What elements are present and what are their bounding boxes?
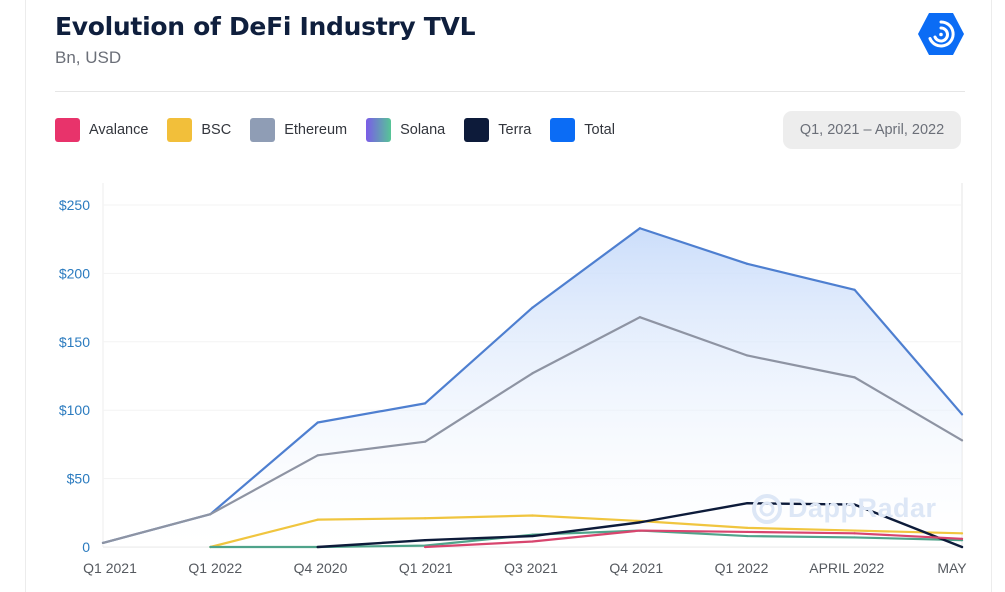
legend-swatch	[250, 118, 276, 142]
y-tick-label: $150	[59, 334, 90, 350]
legend-item-solana[interactable]: Solana	[366, 118, 445, 142]
legend-item-avalanche[interactable]: Avalance	[55, 118, 148, 142]
data-point-ethereum	[424, 440, 427, 443]
data-point-avalance	[424, 545, 427, 549]
data-point-bsc	[853, 529, 856, 532]
data-point-total	[316, 421, 319, 424]
x-tick-label: Q1 2022	[188, 560, 242, 576]
y-tick-label: $200	[59, 265, 90, 281]
data-point-terra	[746, 502, 749, 505]
legend-label: Total	[584, 122, 615, 138]
dappradar-logo-icon[interactable]	[917, 12, 965, 56]
y-tick-label: $100	[59, 402, 90, 418]
data-point-total	[746, 262, 749, 265]
data-point-solana	[209, 545, 212, 549]
x-tick-label: Q1 2022	[715, 560, 769, 576]
x-tick-label: Q1 2021	[83, 560, 137, 576]
x-tick-label: Q4 2021	[609, 560, 663, 576]
x-tick-label: Q1 2021	[399, 560, 453, 576]
legend-swatch	[55, 118, 80, 142]
data-point-terra	[316, 545, 319, 549]
data-point-bsc	[316, 518, 319, 521]
data-point-solana	[853, 536, 856, 539]
y-tick-label: $250	[59, 197, 90, 213]
data-point-avalance	[746, 530, 749, 534]
data-point-ethereum	[746, 354, 749, 357]
legend-swatch	[464, 118, 490, 142]
data-point-ethereum	[101, 541, 105, 544]
header-divider	[55, 91, 965, 92]
legend-swatch	[366, 118, 392, 142]
data-point-bsc	[531, 514, 534, 517]
data-point-ethereum	[209, 513, 212, 516]
data-point-bsc	[746, 526, 749, 529]
watermark: DappRadar	[752, 493, 937, 524]
data-point-terra	[960, 545, 964, 549]
y-tick-label: 0	[82, 539, 90, 555]
data-point-ethereum	[960, 439, 964, 442]
data-point-ethereum	[638, 316, 641, 319]
data-point-total	[424, 402, 427, 405]
watermark-text: DappRadar	[788, 493, 937, 523]
total-area-fill	[103, 228, 962, 548]
data-point-total	[853, 288, 856, 291]
card-border	[991, 0, 992, 592]
chart-title: Evolution of DeFi Industry TVL	[55, 12, 476, 41]
x-tick-label: APRIL 2022	[809, 560, 884, 576]
data-point-terra	[638, 521, 641, 524]
chart-subtitle: Bn, USD	[55, 48, 122, 67]
legend-label: Ethereum	[284, 122, 348, 138]
data-point-total	[960, 413, 964, 416]
data-point-total	[638, 227, 641, 230]
legend-swatch	[167, 118, 193, 142]
x-tick-label: MAY	[937, 560, 967, 576]
legend-label: Avalance	[89, 122, 149, 138]
series-line-avalance	[424, 529, 964, 549]
series-line-bsc	[209, 514, 964, 549]
data-point-terra	[853, 503, 856, 506]
legend-label: Solana	[400, 122, 446, 138]
legend-swatch	[550, 118, 576, 142]
data-point-avalance	[960, 537, 964, 540]
y-tick-label: $50	[67, 471, 91, 487]
data-point-bsc	[424, 517, 427, 520]
data-point-avalance	[638, 529, 641, 532]
data-point-ethereum	[853, 376, 856, 379]
date-range-button[interactable]: Q1, 2021 – April, 2022	[783, 111, 961, 149]
legend-item-terra[interactable]: Terra	[464, 118, 531, 142]
chart-legend: Avalance BSC Ethereum Solana Terra Total	[55, 118, 634, 142]
data-point-terra	[424, 539, 427, 542]
data-point-ethereum	[316, 454, 319, 457]
data-point-avalance	[853, 532, 856, 535]
data-point-avalance	[531, 540, 534, 543]
legend-label: Terra	[498, 122, 532, 138]
legend-item-total[interactable]: Total	[550, 118, 615, 142]
legend-item-ethereum[interactable]: Ethereum	[250, 118, 347, 142]
data-point-terra	[531, 534, 534, 538]
data-point-solana	[746, 534, 749, 538]
card-border	[25, 0, 26, 592]
x-tick-label: Q3 2021	[504, 560, 558, 576]
legend-label: BSC	[201, 122, 232, 138]
x-tick-label: Q4 2020	[294, 560, 348, 576]
data-point-bsc	[960, 532, 964, 535]
legend-item-bsc[interactable]: BSC	[167, 118, 231, 142]
data-point-ethereum	[531, 372, 534, 375]
data-point-total	[531, 306, 534, 309]
watermark-logo-icon	[752, 493, 782, 524]
